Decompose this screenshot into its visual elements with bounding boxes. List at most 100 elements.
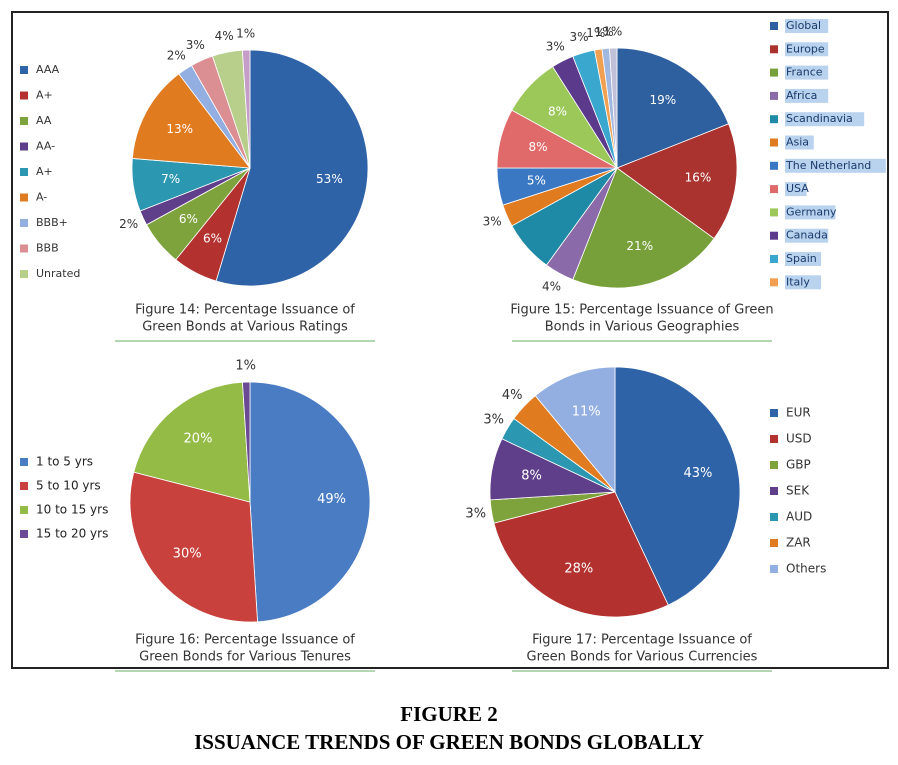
legend-highlight [785, 112, 865, 127]
data-label: 1% [235, 359, 256, 374]
legend-swatch [770, 539, 778, 547]
legend-swatch [770, 45, 778, 54]
legend-label: Africa [786, 89, 817, 102]
data-label: 4% [542, 280, 561, 294]
legend-label: AA- [36, 140, 55, 153]
legend-swatch [770, 231, 778, 240]
legend-label: Unrated [36, 267, 80, 280]
legend-swatch [770, 255, 778, 263]
legend-swatch [770, 91, 778, 100]
data-label: 6% [203, 231, 222, 245]
legend-label: GBP [786, 458, 811, 472]
legend-highlight [785, 158, 886, 173]
legend-swatch [770, 565, 778, 573]
legend-swatch [20, 506, 28, 514]
pie-slice [614, 366, 741, 606]
legend-label: 15 to 20 yrs [36, 527, 108, 541]
legend-label: 1 to 5 yrs [36, 455, 93, 469]
legend-label: Scandinavia [786, 112, 853, 125]
legend-label: A- [36, 191, 47, 204]
data-label: 8% [521, 469, 542, 484]
chart-title: Green Bonds at Various Ratings [142, 320, 348, 335]
legend-swatch [20, 530, 28, 538]
data-label: 43% [683, 466, 712, 481]
data-label: 3% [465, 507, 486, 522]
legend-swatch [770, 185, 778, 194]
legend-label: 10 to 15 yrs [36, 503, 108, 517]
data-label: 3% [483, 413, 504, 428]
pie-slice [616, 123, 738, 240]
data-label: 30% [173, 547, 202, 562]
legend-swatch [20, 193, 28, 202]
legend-label: A+ [36, 89, 53, 102]
legend-label: AUD [786, 510, 812, 524]
pie-slice [616, 47, 730, 169]
caption-number: FIGURE 2 [400, 702, 497, 726]
legend-swatch [20, 219, 28, 227]
chart-title: Figure 17: Percentage Issuance of [532, 633, 752, 648]
legend-label: AA [36, 114, 52, 127]
data-label: 20% [184, 432, 213, 447]
legend-label: Germany [786, 205, 837, 218]
legend-swatch [20, 458, 28, 466]
data-label: 3% [570, 30, 589, 44]
legend-label: Canada [786, 229, 828, 242]
data-label: 21% [626, 239, 653, 253]
legend-label: France [786, 66, 823, 79]
pie-slice [215, 49, 369, 287]
legend-swatch [770, 278, 778, 287]
legend-label: Europe [786, 42, 825, 55]
legend-highlight [785, 182, 807, 197]
chart-title: Figure 14: Percentage Issuance of [135, 303, 355, 318]
legend-swatch [20, 142, 28, 151]
legend-highlight [785, 42, 829, 57]
legend-highlight [785, 275, 821, 290]
legend-swatch [20, 168, 28, 176]
data-label: 4% [502, 388, 523, 403]
pie-slice [493, 491, 669, 618]
legend-highlight [785, 252, 821, 266]
data-label: 8% [528, 140, 547, 154]
legend-label: USD [786, 432, 812, 446]
legend-swatch [770, 138, 778, 147]
data-label: 3% [546, 39, 565, 53]
legend-swatch [770, 513, 778, 521]
data-label: 49% [317, 492, 346, 507]
legend-highlight [785, 19, 829, 33]
legend-swatch [20, 66, 28, 74]
pie-slice [609, 47, 618, 169]
legend-label: The Netherland [785, 159, 871, 172]
legend-label: Asia [786, 136, 809, 149]
legend-swatch [770, 115, 778, 124]
pie-slice [129, 471, 258, 623]
legend-label: EUR [786, 406, 811, 420]
chart-title: Figure 16: Percentage Issuance of [135, 633, 355, 648]
legend-label: Global [786, 19, 821, 32]
legend-swatch [770, 22, 778, 30]
data-label: 16% [685, 171, 712, 185]
data-label: 13% [166, 122, 193, 136]
data-label: 19% [650, 93, 677, 107]
legend-label: Spain [786, 252, 817, 265]
chart-title: Figure 15: Percentage Issuance of Green [510, 303, 773, 318]
legend-swatch [770, 68, 778, 77]
data-label: 3% [483, 215, 502, 229]
legend-swatch [20, 117, 28, 125]
chart-title: Green Bonds for Various Tenures [139, 650, 351, 665]
data-label: 2% [167, 49, 186, 63]
data-label: 7% [161, 172, 180, 186]
legend-label: Others [786, 562, 826, 576]
chart-title: Green Bonds for Various Currencies [527, 650, 758, 665]
pie-slice [242, 381, 251, 503]
pie-slice [131, 73, 251, 169]
pie-slice [534, 366, 616, 494]
legend-swatch [770, 208, 778, 217]
legend-swatch [20, 244, 28, 253]
legend-swatch [770, 409, 778, 417]
pie-slice [241, 49, 251, 169]
legend-highlight [785, 88, 829, 103]
legend-highlight [785, 205, 836, 220]
legend-swatch [20, 270, 28, 278]
caption-text: ISSUANCE TRENDS OF GREEN BONDS GLOBALLY [194, 730, 704, 754]
